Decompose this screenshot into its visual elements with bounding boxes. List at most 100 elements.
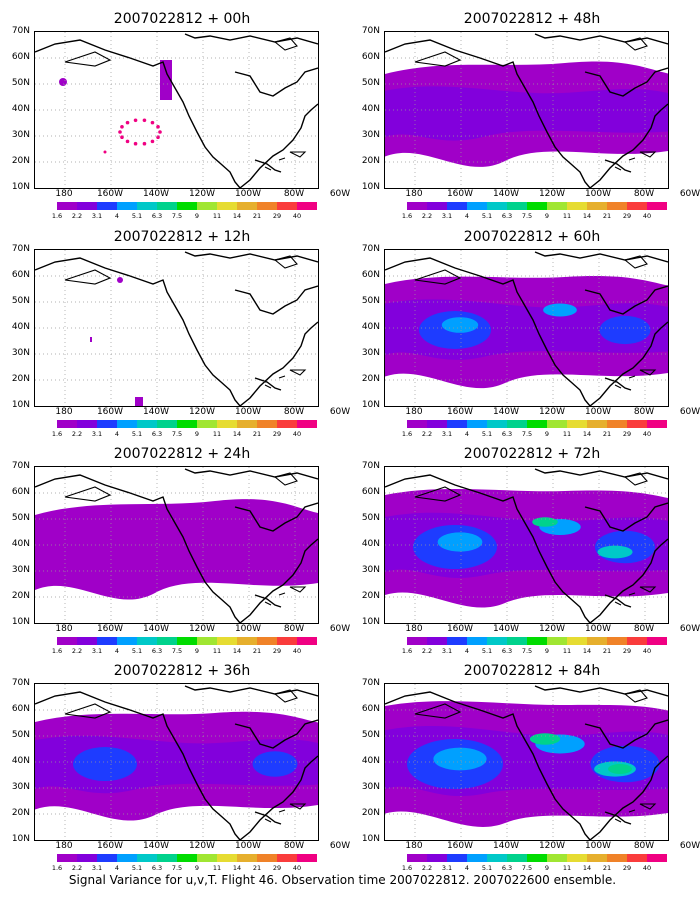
- map-svg: [385, 684, 668, 840]
- colorbar-swatch: [217, 202, 237, 210]
- colorbar-label: 1.6: [51, 864, 63, 872]
- colorbar-swatch: [567, 854, 587, 862]
- islands: [414, 472, 657, 606]
- colorbar-swatch: [257, 420, 277, 428]
- map-panel: 2007022812 + 48h 70N 60N 50N 40N 30N 20N 10N 18…: [350, 0, 700, 225]
- longitude-label: 160W: [446, 407, 474, 417]
- colorbar-label: 14: [582, 647, 592, 655]
- colorbar-label: 9: [544, 864, 550, 872]
- colorbar-swatch: [57, 420, 77, 428]
- coastline: [385, 468, 668, 623]
- colorbar-swatch: [407, 202, 427, 210]
- colorbar-swatch: [257, 637, 277, 645]
- latitude-label: 10N: [11, 617, 30, 627]
- colorbar-swatch: [257, 202, 277, 210]
- colorbar-label: 7.5: [171, 212, 183, 220]
- longitude-label: 180: [405, 407, 423, 417]
- colorbar-label: 9: [194, 864, 200, 872]
- colorbar-swatch: [427, 420, 447, 428]
- colorbar-swatch: [627, 637, 647, 645]
- colorbar-swatch: [177, 202, 197, 210]
- colorbar-swatch: [137, 202, 157, 210]
- latitude-label: 30N: [11, 565, 30, 575]
- colorbar-swatch: [77, 420, 97, 428]
- latitude-label: 30N: [361, 130, 380, 140]
- latitude-label: 20N: [361, 374, 380, 384]
- colorbar-label: 1.6: [401, 864, 413, 872]
- latitude-label: 40N: [11, 539, 30, 549]
- longitude-label: 160W: [446, 624, 474, 634]
- colorbar-label: 7.5: [171, 647, 183, 655]
- map-plot-area: [34, 249, 319, 407]
- colorbar-swatch: [507, 637, 527, 645]
- colorbar-label: 1.6: [401, 647, 413, 655]
- latitude-label: 70N: [361, 461, 380, 471]
- colorbar: [407, 202, 667, 210]
- map-svg: [35, 467, 318, 623]
- latitude-label: 30N: [11, 348, 30, 358]
- colorbar-swatch: [547, 637, 567, 645]
- map-panel: 2007022812 + 00h 70N 60N 50N 40N 30N 20N 10N 18…: [0, 0, 350, 225]
- longitude-label: 60W: [329, 189, 351, 199]
- coastline: [385, 251, 668, 406]
- colorbar-swatch: [467, 637, 487, 645]
- colorbar-label: 6.3: [151, 864, 163, 872]
- colorbar-swatch: [197, 202, 217, 210]
- islands: [64, 689, 307, 823]
- colorbar-label: 2.2: [421, 647, 433, 655]
- colorbar-swatch: [527, 420, 547, 428]
- latitude-label: 60N: [11, 704, 30, 714]
- colorbar-swatch: [627, 420, 647, 428]
- colorbar-label: 5.1: [481, 212, 493, 220]
- colorbar-swatch: [97, 854, 117, 862]
- colorbar-swatch: [647, 202, 667, 210]
- longitude-label: 100W: [584, 624, 612, 634]
- longitude-label: 120W: [188, 189, 216, 199]
- colorbar-label: 5.1: [481, 647, 493, 655]
- colorbar-label: 2.2: [71, 864, 83, 872]
- coastline: [35, 33, 318, 188]
- colorbar: [57, 420, 317, 428]
- colorbar-swatch: [157, 854, 177, 862]
- colorbar-label: 5.1: [131, 212, 143, 220]
- colorbar-label: 14: [582, 430, 592, 438]
- colorbar: [407, 420, 667, 428]
- latitude-label: 60N: [11, 52, 30, 62]
- islands: [414, 689, 657, 823]
- latitude-label: 60N: [11, 270, 30, 280]
- colorbar-swatch: [407, 637, 427, 645]
- latitude-label: 20N: [11, 591, 30, 601]
- colorbar-label: 9: [194, 647, 200, 655]
- colorbar-swatch: [137, 420, 157, 428]
- map-panel: 2007022812 + 12h 70N 60N 50N 40N 30N 20N 10N 18…: [0, 218, 350, 443]
- colorbar-swatch: [197, 854, 217, 862]
- colorbar-swatch: [487, 202, 507, 210]
- colorbar-label: 6.3: [501, 864, 513, 872]
- colorbar-label: 21: [602, 647, 612, 655]
- latitude-label: 30N: [11, 130, 30, 140]
- variance-field: [385, 488, 668, 608]
- colorbar-label: 14: [232, 430, 242, 438]
- colorbar-label: 1.6: [401, 430, 413, 438]
- latitude-label: 70N: [361, 244, 380, 254]
- longitude-label: 100W: [584, 841, 612, 851]
- colorbar-label: 14: [232, 864, 242, 872]
- colorbar-swatch: [467, 854, 487, 862]
- colorbar-swatch: [547, 854, 567, 862]
- colorbar-swatch: [607, 854, 627, 862]
- colorbar-swatch: [297, 854, 317, 862]
- colorbar-label: 14: [232, 647, 242, 655]
- longitude-label: 120W: [538, 841, 566, 851]
- colorbar-swatch: [527, 637, 547, 645]
- map-plot-area: [384, 683, 669, 841]
- colorbar-swatch: [447, 420, 467, 428]
- map-plot-area: [34, 683, 319, 841]
- latitude-label: 70N: [11, 244, 30, 254]
- colorbar-label: 11: [562, 212, 572, 220]
- longitude-label: 80W: [633, 189, 655, 199]
- map-svg: [35, 32, 318, 188]
- longitude-label: 120W: [538, 189, 566, 199]
- colorbar-label: 4: [464, 212, 470, 220]
- colorbar-label: 14: [582, 212, 592, 220]
- colorbar-swatch: [297, 637, 317, 645]
